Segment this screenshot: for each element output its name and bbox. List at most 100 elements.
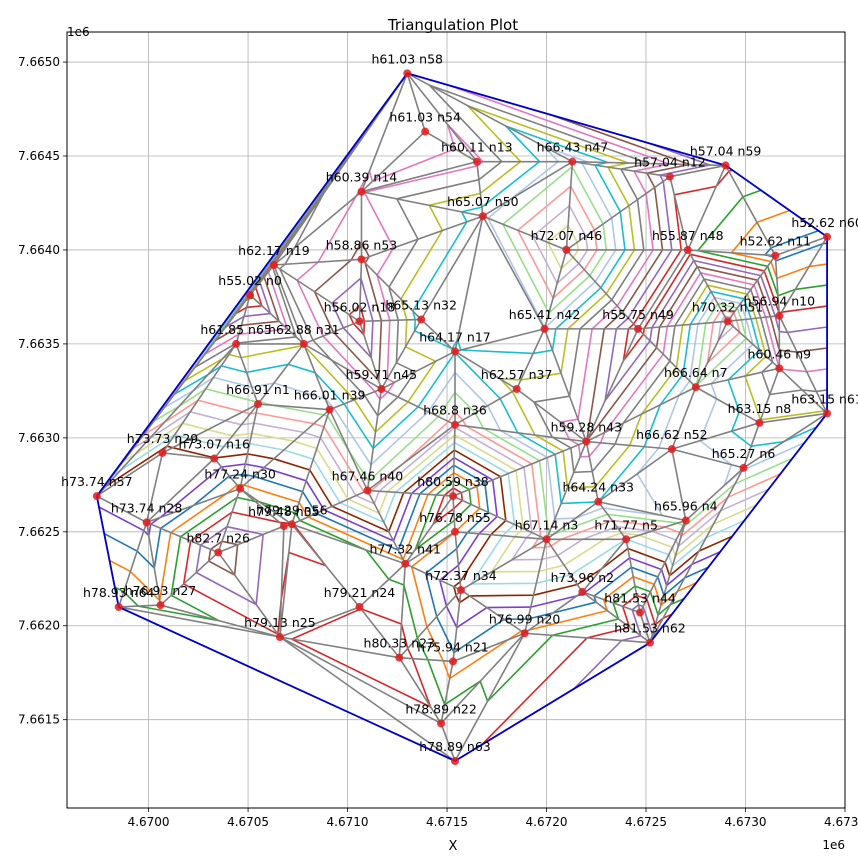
point-label: h65.27 n6 bbox=[712, 446, 776, 461]
point-label: h63.15 n61 bbox=[791, 391, 858, 406]
data-point bbox=[681, 516, 690, 525]
triangle-edge bbox=[581, 538, 627, 593]
triangle-edge bbox=[366, 490, 406, 565]
data-point bbox=[299, 339, 308, 348]
point-label: h63.15 n8 bbox=[728, 401, 792, 416]
triangle-edge bbox=[361, 160, 478, 193]
data-point bbox=[723, 317, 732, 326]
triangle-edge bbox=[546, 501, 599, 540]
triangle-edge bbox=[279, 606, 360, 638]
data-point bbox=[691, 383, 700, 392]
data-point bbox=[568, 157, 577, 166]
triangle-edge bbox=[406, 72, 478, 163]
point-label: h78.89 n22 bbox=[405, 701, 477, 716]
triangle-edge bbox=[279, 526, 285, 638]
triangle-edge bbox=[380, 319, 422, 390]
triangle-edge bbox=[235, 294, 251, 345]
triangle-edge bbox=[598, 500, 686, 522]
data-point bbox=[542, 535, 551, 544]
triangle-edge bbox=[146, 521, 219, 554]
data-point bbox=[622, 535, 631, 544]
triangle-edge bbox=[625, 539, 641, 613]
triangle-edge bbox=[160, 604, 281, 638]
data-point bbox=[456, 586, 465, 595]
point-label: h80.59 n38 bbox=[417, 474, 489, 489]
contour-level bbox=[122, 224, 758, 573]
point-label: h76.93 n27 bbox=[125, 583, 197, 598]
triangle-edge bbox=[162, 452, 215, 460]
point-label: h77.32 n41 bbox=[370, 542, 442, 557]
data-point bbox=[156, 601, 165, 610]
point-label: h78.93 n64 bbox=[83, 585, 155, 600]
triangle-edge bbox=[649, 467, 745, 644]
data-point bbox=[287, 520, 296, 529]
triangle-edge bbox=[565, 176, 671, 251]
triangle-edge bbox=[671, 448, 744, 469]
triangle-edge bbox=[452, 440, 587, 497]
y-tick-label: 7.6645 bbox=[18, 149, 60, 163]
triangle-edge bbox=[398, 657, 442, 724]
triangle-edge bbox=[329, 388, 382, 411]
triangle-edge bbox=[545, 441, 588, 540]
triangle-edge bbox=[291, 523, 406, 565]
triangle-edge bbox=[420, 318, 456, 353]
contour-level bbox=[163, 145, 806, 520]
point-label: h73.74 n28 bbox=[111, 500, 183, 515]
triangle-edge bbox=[597, 501, 627, 540]
contour-level bbox=[224, 142, 828, 402]
point-label: h52.62 n60 bbox=[791, 215, 858, 230]
data-point bbox=[582, 437, 591, 446]
triangle-edge bbox=[406, 72, 573, 163]
triangle-edge bbox=[452, 589, 462, 662]
data-point bbox=[377, 384, 386, 393]
point-label: h62.17 n19 bbox=[238, 243, 310, 258]
triangle-edge bbox=[759, 412, 828, 424]
triangle-edge bbox=[273, 264, 305, 345]
point-label: h66.64 n7 bbox=[664, 365, 728, 380]
point-label: h73.73 n29 bbox=[127, 431, 199, 446]
point-label: h61.03 n54 bbox=[389, 110, 461, 125]
data-point bbox=[275, 633, 284, 642]
point-label: h73.07 n16 bbox=[178, 437, 250, 452]
triangle-edge bbox=[649, 520, 687, 643]
point-label: h61.85 n65 bbox=[200, 322, 272, 337]
data-point bbox=[667, 445, 676, 454]
data-point bbox=[451, 347, 460, 356]
triangle-edge bbox=[454, 531, 462, 591]
triangle-edge bbox=[452, 424, 456, 497]
triangle-edge bbox=[440, 661, 454, 724]
data-point bbox=[540, 324, 549, 333]
point-label: h66.43 n47 bbox=[537, 140, 609, 155]
triangle-edge bbox=[454, 215, 484, 352]
triangle-edge bbox=[273, 264, 360, 323]
triangle-edge bbox=[625, 519, 687, 541]
triangle-edge bbox=[743, 412, 828, 469]
data-point bbox=[357, 255, 366, 264]
contour-level bbox=[103, 464, 709, 654]
triangle-edge bbox=[359, 318, 422, 323]
y-offset-label: 1e6 bbox=[67, 25, 90, 39]
triangle-edge bbox=[257, 403, 330, 411]
triangle-edge bbox=[406, 73, 426, 132]
triangle-edge bbox=[524, 632, 651, 644]
data-point bbox=[683, 245, 692, 254]
point-label: h65.07 n50 bbox=[447, 194, 519, 209]
y-tick-label: 7.6615 bbox=[18, 713, 60, 727]
triangle-edge bbox=[145, 522, 162, 606]
data-point bbox=[721, 161, 730, 170]
triangle-edge bbox=[585, 386, 697, 443]
triangle-edge bbox=[565, 249, 639, 330]
triangle-edge bbox=[639, 612, 651, 643]
x-offset-label: 1e6 bbox=[822, 838, 845, 852]
triangle-edge bbox=[235, 343, 259, 405]
triangle-edge bbox=[291, 523, 361, 608]
triangle-edge bbox=[361, 190, 484, 217]
data-point bbox=[214, 548, 223, 557]
triangle-edge bbox=[420, 215, 484, 320]
triangle-edge bbox=[758, 368, 781, 424]
point-label: h60.46 n9 bbox=[748, 346, 812, 361]
triangle-edge bbox=[742, 422, 761, 469]
data-points bbox=[92, 69, 832, 766]
